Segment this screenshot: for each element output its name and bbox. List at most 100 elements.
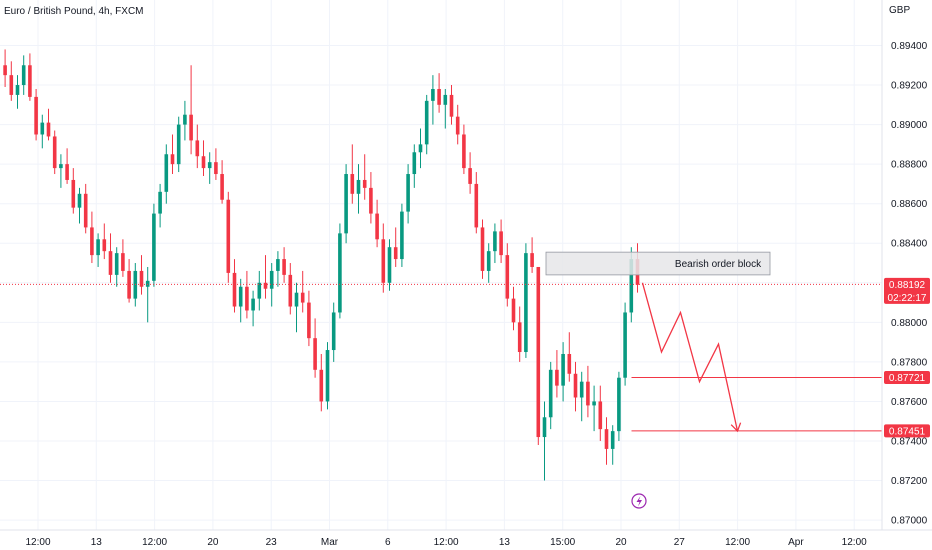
candle-body <box>548 369 553 418</box>
candle-body <box>604 429 609 449</box>
candle-body <box>412 152 417 175</box>
candle-body <box>65 164 69 180</box>
candle-body <box>505 255 510 299</box>
chart-title: Euro / British Pound, 4h, FXCM <box>4 6 144 17</box>
current-price-value: 0.88192 <box>889 280 926 291</box>
candle-body <box>530 253 534 267</box>
candle-body <box>350 174 355 194</box>
candle-body <box>517 322 522 353</box>
candle-body <box>276 259 280 271</box>
candle-body <box>579 381 584 398</box>
candle-body <box>269 270 274 289</box>
candle-body <box>288 274 293 307</box>
projection-line[interactable] <box>641 282 739 432</box>
price-tick-label: 0.89400 <box>891 41 928 52</box>
candle-body <box>52 136 57 169</box>
candle-body <box>381 239 386 283</box>
time-tick-label: 12:00 <box>434 537 459 548</box>
time-tick-label: 15:00 <box>550 537 575 548</box>
candle-body <box>629 259 634 313</box>
time-tick-label: 20 <box>207 537 219 548</box>
candle-body <box>511 298 516 323</box>
price-tick-label: 0.87200 <box>891 476 928 487</box>
level-price-value: 0.87451 <box>889 426 926 437</box>
time-tick-label: 12:00 <box>842 537 867 548</box>
current-price-tag <box>884 277 930 304</box>
time-tick-label: 12:00 <box>725 537 750 548</box>
price-levels <box>0 283 882 432</box>
candle-body <box>400 211 404 260</box>
candle-body <box>536 266 541 438</box>
candle-body <box>183 114 187 125</box>
time-tick-label: 27 <box>674 537 686 548</box>
candle-body <box>189 114 193 141</box>
candle-body <box>468 168 472 184</box>
candle-body <box>164 154 169 192</box>
candle-body <box>207 162 212 169</box>
candle-body <box>424 100 429 145</box>
candle-body <box>443 94 448 105</box>
candle-body <box>108 251 113 275</box>
candle-body <box>102 239 107 252</box>
candle-body <box>561 353 565 386</box>
candle-body <box>325 350 330 402</box>
price-tick-label: 0.88800 <box>891 160 928 171</box>
bearish-order-block-label: Bearish order block <box>675 259 762 270</box>
candle-body <box>356 179 361 194</box>
candle-body <box>90 227 94 256</box>
candle-body <box>201 156 206 169</box>
candle-body <box>263 282 268 289</box>
candle-body <box>486 251 491 271</box>
candle-body <box>3 65 7 76</box>
candle-body <box>226 199 231 273</box>
candle-body <box>617 377 621 432</box>
candle-body <box>83 193 88 228</box>
candle-body <box>623 312 627 378</box>
projection-arrowhead <box>730 422 742 433</box>
candle-body <box>34 96 38 135</box>
candle-body <box>437 88 441 105</box>
candle-body <box>245 286 249 311</box>
candle-body <box>195 140 200 157</box>
time-tick-label: 6 <box>385 537 391 548</box>
candle-body <box>319 369 324 402</box>
time-tick-label: 13 <box>91 537 103 548</box>
candle-body <box>555 369 559 386</box>
projection-path <box>641 282 742 433</box>
price-tick-label: 0.89200 <box>891 81 928 92</box>
candle-body <box>307 302 311 339</box>
annotations: Bearish order block <box>545 251 771 276</box>
candle-body <box>176 124 181 165</box>
candle-body <box>300 292 305 303</box>
candle-body <box>344 174 348 234</box>
price-tick-label: 0.88000 <box>891 318 928 329</box>
candle-body <box>257 282 262 299</box>
candle-body <box>542 417 547 438</box>
bar-countdown: 02:22:17 <box>888 293 927 304</box>
candle-body <box>455 116 460 135</box>
candle-body <box>77 193 82 208</box>
candle-body <box>567 353 572 374</box>
candle-body <box>21 65 26 86</box>
price-tick-label: 0.88400 <box>891 239 928 250</box>
lightning-icon[interactable] <box>631 493 647 509</box>
candle-body <box>493 231 497 252</box>
candle-body <box>610 431 615 449</box>
time-axis[interactable]: 12:00 13 12:00 20 23 Mar 6 12:00 13 15:00 20 27 12:0… <box>25 537 867 548</box>
candle-body <box>406 174 410 212</box>
candle-body <box>369 187 373 214</box>
candle-body <box>499 231 503 256</box>
level-price-tag <box>884 371 930 385</box>
candle-body <box>152 213 156 281</box>
candle-body <box>28 65 32 97</box>
candle-body <box>524 253 528 353</box>
price-tick-label: 0.88600 <box>891 199 928 210</box>
candle-body <box>251 298 255 311</box>
bearish-order-block-zone[interactable] <box>545 251 771 276</box>
candle-body <box>96 239 100 256</box>
level-price-value: 0.87721 <box>889 373 926 384</box>
candle-body <box>462 134 466 169</box>
time-tick-label: 12:00 <box>25 537 50 548</box>
candle-body <box>220 174 224 200</box>
